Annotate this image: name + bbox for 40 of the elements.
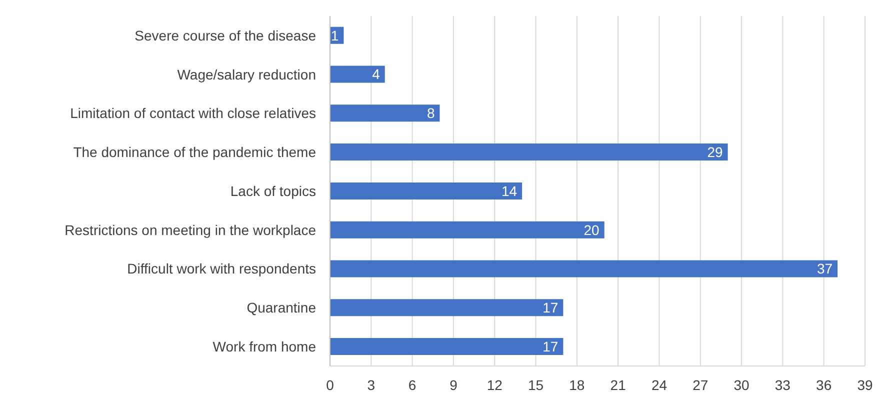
x-tick-label: 3 <box>367 376 376 393</box>
x-tick-label: 27 <box>692 376 708 393</box>
bar <box>330 338 564 355</box>
bar <box>330 144 728 161</box>
x-tick-label: 30 <box>734 376 750 393</box>
x-tick-label: 12 <box>486 376 503 393</box>
y-tick-label: Restrictions on meeting in the workplace <box>64 222 316 238</box>
y-tick-label: Severe course of the disease <box>134 27 316 44</box>
bar <box>330 299 564 316</box>
x-tick-label: 18 <box>569 376 585 393</box>
data-label: 20 <box>584 222 600 238</box>
data-label: 8 <box>426 105 435 122</box>
x-tick-label: 24 <box>651 376 668 393</box>
x-tick-label: 9 <box>450 376 458 393</box>
x-tick-label: 33 <box>774 376 791 393</box>
bar <box>330 221 604 238</box>
bar <box>330 104 440 122</box>
data-label: 17 <box>542 338 558 354</box>
bar <box>330 66 385 83</box>
data-label: 37 <box>816 260 833 277</box>
y-tick-label: Difficult work with respondents <box>127 260 316 277</box>
y-tick-label: Lack of topics <box>230 182 316 199</box>
y-tick-label: Work from home <box>212 338 316 355</box>
x-tick-label: 6 <box>408 376 416 393</box>
data-label: 17 <box>542 300 558 316</box>
data-label: 1 <box>330 27 339 44</box>
x-tick-label: 21 <box>610 376 626 393</box>
y-tick-label: Limitation of contact with close relatives <box>70 105 316 122</box>
bar <box>330 260 838 278</box>
y-tick-label: The dominance of the pandemic theme <box>73 144 316 160</box>
y-tick-label: Quarantine <box>246 300 316 316</box>
data-label: 29 <box>707 144 724 160</box>
bar <box>330 182 522 200</box>
x-tick-label: 0 <box>326 376 334 393</box>
data-label: 4 <box>372 66 380 82</box>
x-tick-label: 15 <box>528 376 544 393</box>
x-tick-label: 39 <box>857 376 873 393</box>
x-tick-label: 36 <box>816 376 832 393</box>
data-label: 14 <box>501 182 518 199</box>
y-tick-label: Wage/salary reduction <box>177 66 316 82</box>
